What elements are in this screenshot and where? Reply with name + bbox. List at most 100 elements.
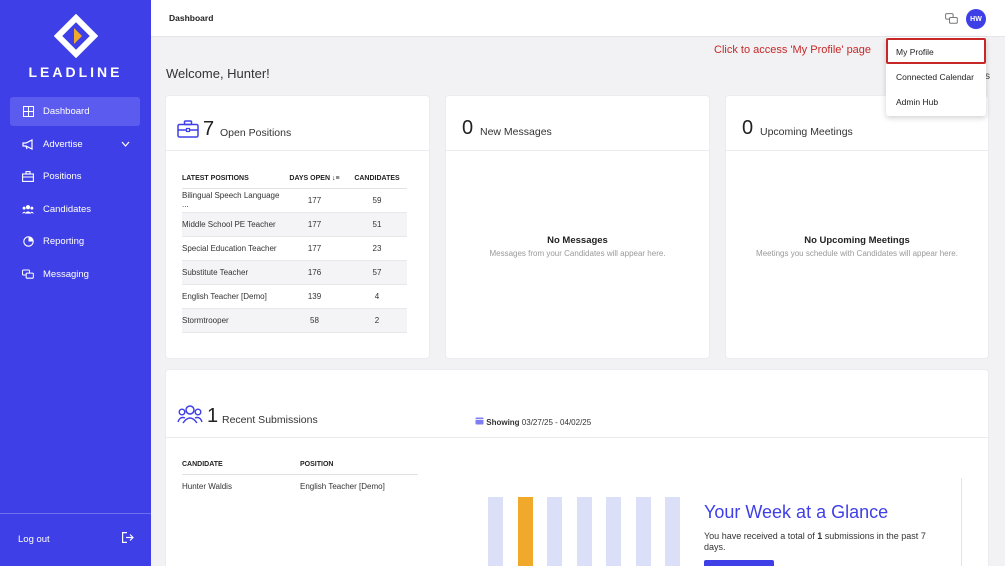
positions-table: LATEST POSITIONS DAYS OPEN ↓≡ CANDIDATES…	[182, 169, 407, 333]
empty-state-subtitle: Meetings you schedule with Candidates wi…	[756, 249, 958, 258]
sidebar-item-label: Positions	[43, 171, 82, 182]
profile-dropdown: My Profile Connected Calendar Admin Hub	[886, 37, 986, 116]
chat-icon[interactable]	[945, 12, 958, 30]
days-open: 177	[282, 212, 347, 237]
upcoming-meetings-count: 0	[742, 117, 754, 139]
sidebar-item-messaging[interactable]: Messaging	[10, 260, 140, 289]
column-header-position: POSITION	[300, 455, 418, 475]
week-bar	[665, 497, 680, 566]
week-bar	[488, 497, 503, 566]
sidebar-item-label: Messaging	[43, 268, 89, 280]
sidebar-item-label: Dashboard	[43, 106, 90, 117]
candidate-count: 23	[347, 236, 407, 261]
days-open: 177	[282, 188, 347, 213]
calendar-icon	[475, 417, 486, 427]
position-name[interactable]: Bilingual Speech Language ...	[182, 188, 282, 213]
dashboard-grid-icon	[22, 106, 34, 118]
column-header-candidate: CANDIDATE	[182, 455, 300, 475]
sidebar-item-label: Reporting	[43, 236, 85, 247]
days-open: 58	[282, 308, 347, 333]
page-title: Dashboard	[169, 13, 214, 23]
table-row[interactable]: Stormtrooper 58 2	[182, 308, 407, 333]
table-row[interactable]: Special Education Teacher 177 23	[182, 236, 407, 261]
week-bar	[576, 497, 592, 566]
week-summary: You have received a total of 1 submissio…	[704, 531, 926, 552]
week-bar	[606, 497, 621, 566]
partially-hidden-text: s	[985, 71, 990, 82]
open-positions-card: 7 Open Positions LATEST POSITIONS DAYS O…	[166, 96, 429, 358]
avatar[interactable]: HW	[966, 9, 986, 29]
candidate-count: 57	[347, 260, 407, 285]
chart-pie-icon	[22, 236, 34, 248]
upcoming-meetings-label: Upcoming Meetings	[760, 126, 853, 138]
showing-label: Showing	[486, 418, 520, 427]
empty-state-subtitle: Messages from your Candidates will appea…	[489, 249, 666, 258]
date-range: 03/27/25 - 04/02/25	[521, 418, 592, 427]
table-header-row: LATEST POSITIONS DAYS OPEN ↓≡ CANDIDATES	[182, 169, 407, 189]
briefcase-icon	[22, 171, 34, 183]
logout-icon	[122, 532, 134, 546]
chevron-down-icon[interactable]	[121, 139, 130, 150]
card-header: 7 Open Positions	[166, 96, 429, 151]
candidate-count: 4	[347, 284, 407, 309]
column-header-days-open[interactable]: DAYS OPEN ↓≡	[282, 169, 347, 189]
position-name[interactable]: Special Education Teacher	[182, 236, 282, 261]
upcoming-meetings-card: 0 Upcoming Meetings No Upcoming Meetings…	[726, 96, 988, 358]
menu-item-connected-calendar[interactable]: Connected Calendar	[896, 72, 974, 82]
days-open: 139	[282, 284, 347, 309]
recent-submissions-count: 1	[207, 405, 219, 427]
week-bar	[517, 497, 533, 566]
empty-state-title: No Upcoming Meetings	[804, 235, 910, 246]
sidebar-item-reporting[interactable]: Reporting	[10, 227, 140, 256]
leadline-logo-icon	[53, 14, 98, 58]
logo[interactable]: LEADLINE	[0, 14, 151, 80]
card-header: 0 Upcoming Meetings	[726, 96, 988, 151]
week-action-button[interactable]	[704, 560, 774, 566]
week-title: Your Week at a Glance	[704, 502, 889, 522]
top-bar: Dashboard HW	[151, 0, 1005, 37]
logo-text: LEADLINE	[28, 64, 123, 80]
position-name[interactable]: English Teacher [Demo]	[300, 481, 385, 491]
sidebar-item-label: Candidates	[43, 203, 92, 215]
week-at-a-glance: Your Week at a Glance You have received …	[486, 478, 962, 566]
position-name[interactable]: Stormtrooper	[182, 308, 282, 333]
table-row[interactable]: Hunter Waldis English Teacher [Demo]	[182, 474, 418, 498]
date-range-filter[interactable]: Showing 03/27/25 - 04/02/25	[475, 416, 591, 427]
sort-icon[interactable]: ↓≡	[331, 174, 340, 182]
open-positions-label: Open Positions	[220, 127, 292, 139]
logout-button[interactable]: Log out	[18, 532, 134, 546]
candidate-count: 51	[347, 212, 407, 237]
welcome-message: Welcome, Hunter!	[166, 66, 270, 81]
empty-state-title: No Messages	[547, 235, 608, 246]
table-row[interactable]: Substitute Teacher 176 57	[182, 260, 407, 285]
chat-bubbles-icon	[22, 268, 34, 280]
table-row[interactable]: Bilingual Speech Language ... 177 59	[182, 188, 407, 213]
days-open: 176	[282, 260, 347, 285]
briefcase-icon	[177, 120, 199, 143]
position-name[interactable]: Middle School PE Teacher	[182, 212, 282, 237]
new-messages-count: 0	[462, 117, 474, 139]
menu-item-admin-hub[interactable]: Admin Hub	[896, 97, 939, 107]
sidebar-item-advertise[interactable]: Advertise	[10, 130, 140, 159]
card-header: 0 New Messages	[446, 96, 709, 151]
sidebar-item-dashboard[interactable]: Dashboard	[10, 97, 140, 126]
table-row[interactable]: English Teacher [Demo] 139 4	[182, 284, 407, 309]
sidebar-item-candidates[interactable]: Candidates	[10, 195, 140, 224]
new-messages-label: New Messages	[480, 126, 552, 138]
open-positions-count: 7	[203, 118, 215, 140]
sidebar-item-label: Advertise	[43, 138, 83, 150]
position-name[interactable]: English Teacher [Demo]	[182, 284, 282, 309]
column-header-candidates: CANDIDATES	[347, 169, 407, 189]
table-header-row: CANDIDATE POSITION	[182, 455, 418, 475]
position-name[interactable]: Substitute Teacher	[182, 260, 282, 285]
recent-submissions-label: Recent Submissions	[222, 414, 318, 426]
candidate-name[interactable]: Hunter Waldis	[182, 481, 232, 491]
menu-item-my-profile[interactable]: My Profile	[896, 47, 934, 57]
sidebar-nav: Dashboard Advertise Positions Candidates	[10, 97, 140, 292]
megaphone-icon	[22, 138, 34, 150]
table-row[interactable]: Middle School PE Teacher 177 51	[182, 212, 407, 237]
card-header: 1 Recent Submissions Showing 03/27/25 - …	[166, 370, 988, 438]
week-bar	[635, 497, 651, 566]
sidebar-item-positions[interactable]: Positions	[10, 162, 140, 191]
submission-total: 1	[817, 531, 823, 541]
